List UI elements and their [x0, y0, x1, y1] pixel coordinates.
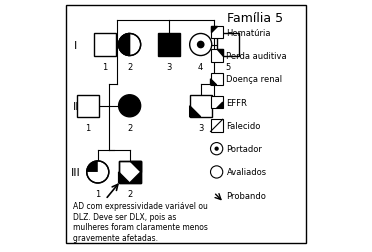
- Bar: [119, 161, 141, 183]
- Text: 1: 1: [95, 189, 100, 198]
- Circle shape: [211, 143, 223, 155]
- Bar: [211, 50, 223, 62]
- Text: Probando: Probando: [227, 191, 266, 200]
- Text: III: III: [71, 167, 81, 177]
- Text: Portador: Portador: [227, 145, 262, 153]
- Bar: [217, 34, 239, 56]
- Polygon shape: [129, 172, 141, 183]
- Polygon shape: [129, 161, 141, 172]
- Text: 2: 2: [127, 123, 132, 132]
- Text: 1: 1: [103, 62, 108, 71]
- Circle shape: [119, 95, 141, 117]
- Circle shape: [87, 161, 109, 183]
- Text: Família 5: Família 5: [227, 12, 283, 25]
- Text: Perda auditiva: Perda auditiva: [227, 52, 287, 61]
- Bar: [211, 73, 223, 86]
- Bar: [211, 120, 223, 132]
- Text: Hematúria: Hematúria: [227, 29, 271, 38]
- Text: 3: 3: [166, 62, 171, 71]
- Text: EFFR: EFFR: [227, 98, 247, 107]
- Polygon shape: [119, 172, 129, 183]
- Wedge shape: [87, 161, 98, 172]
- Circle shape: [119, 34, 141, 56]
- Polygon shape: [190, 106, 201, 117]
- Text: AD com expressividade variável ou
DLZ. Deve ser DLX, pois as
mulheres foram clar: AD com expressividade variável ou DLZ. D…: [73, 202, 208, 242]
- Bar: [119, 161, 141, 183]
- Text: 2: 2: [127, 62, 132, 71]
- Polygon shape: [211, 27, 217, 33]
- Polygon shape: [217, 50, 223, 56]
- Text: 4: 4: [198, 62, 203, 71]
- FancyBboxPatch shape: [66, 6, 306, 243]
- Wedge shape: [119, 34, 129, 56]
- Text: II: II: [73, 101, 79, 111]
- Text: Falecido: Falecido: [227, 121, 261, 130]
- Bar: [211, 27, 223, 39]
- Text: 2: 2: [127, 189, 132, 198]
- Bar: [190, 95, 212, 117]
- Text: Doença renal: Doença renal: [227, 75, 283, 84]
- Text: I: I: [74, 40, 77, 50]
- Text: Avaliados: Avaliados: [227, 168, 267, 177]
- Text: 5: 5: [225, 62, 230, 71]
- Circle shape: [215, 147, 219, 151]
- Circle shape: [190, 34, 212, 56]
- Circle shape: [211, 166, 223, 178]
- Bar: [77, 95, 99, 117]
- Bar: [158, 34, 180, 56]
- Polygon shape: [211, 79, 217, 86]
- Bar: [94, 34, 116, 56]
- Circle shape: [197, 42, 205, 49]
- Text: 1: 1: [85, 123, 91, 132]
- Bar: [211, 97, 223, 109]
- Text: 3: 3: [198, 123, 203, 132]
- Polygon shape: [217, 103, 223, 109]
